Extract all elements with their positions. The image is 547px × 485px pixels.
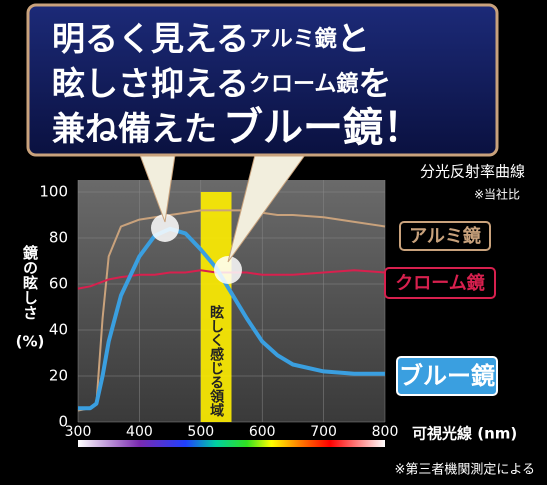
series-line	[77, 269, 386, 290]
x-tick-label: 500	[187, 424, 214, 440]
legend-label: ブルー鏡	[399, 362, 495, 390]
headline-line: 明るく見えるアルミ鏡と	[52, 19, 370, 58]
highlight-circle	[214, 256, 242, 284]
legend-box	[399, 221, 491, 251]
headline-line: 眩しさ抑えるクローム鏡を	[52, 64, 391, 103]
highlight-circle	[151, 214, 179, 242]
legend-label: アルミ鏡	[409, 225, 481, 247]
headline-line: 兼ね備えた ブルー鏡！	[52, 105, 423, 151]
glare-band-label: 眩しく感じる領域	[208, 304, 224, 418]
y-tick-label: 20	[49, 367, 68, 385]
spectrum-bar	[78, 440, 385, 447]
legend-box	[396, 356, 498, 396]
x-axis-label: 可視光線 (nm)	[412, 425, 517, 443]
x-tick-label: 300	[65, 424, 92, 440]
x-tick-label: 400	[126, 424, 153, 440]
y-tick-label: 40	[49, 321, 68, 339]
series-line	[77, 209, 386, 412]
x-tick-label: 800	[372, 424, 399, 440]
glare-band	[200, 192, 232, 422]
x-tick-label: 700	[310, 424, 337, 440]
legend-box	[384, 267, 496, 299]
y-tick-label: 60	[49, 275, 68, 293]
y-axis-label: 鏡の眩しさ	[21, 244, 39, 320]
chart-title: 分光反射率曲線	[420, 163, 525, 181]
y-tick-label: 100	[39, 183, 68, 201]
y-tick-label: 0	[58, 413, 68, 431]
y-axis-label: (%)	[16, 333, 45, 351]
y-tick-label: 80	[49, 229, 68, 247]
legend-label: クローム鏡	[395, 272, 484, 294]
x-tick-label: 600	[249, 424, 276, 440]
plot: 眩しく感じる領域	[77, 180, 386, 423]
series-line	[78, 226, 385, 411]
headline-box	[26, 3, 499, 157]
note: ※当社比	[474, 187, 520, 202]
footnote: ※第三者機関測定による	[394, 463, 535, 478]
